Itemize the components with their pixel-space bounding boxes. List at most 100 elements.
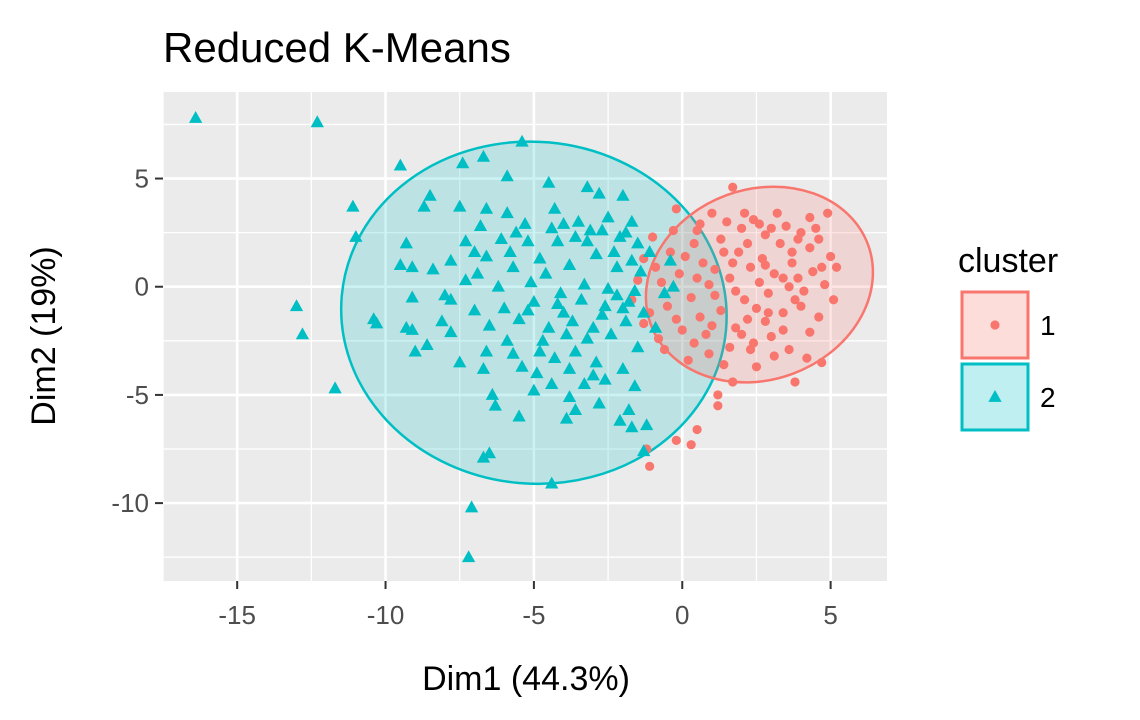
cluster-1-point	[710, 264, 720, 275]
cluster-1-point	[707, 321, 717, 331]
cluster-2-point	[405, 260, 419, 273]
cluster-2-point	[393, 258, 408, 270]
cluster-1-point	[831, 262, 842, 272]
legend-label-2: 2	[1040, 382, 1056, 413]
cluster-2-point	[467, 245, 482, 258]
cluster-2-point	[559, 327, 574, 340]
cluster-1-point	[817, 357, 827, 368]
cluster-1-point	[745, 344, 756, 355]
cluster-2-point	[595, 223, 609, 236]
cluster-2-point	[616, 361, 630, 374]
cluster-2-point	[648, 320, 663, 333]
cluster-2-point	[479, 201, 494, 214]
cluster-2-point	[310, 115, 324, 128]
legend-symbol-2	[988, 390, 1002, 402]
cluster-1-point	[719, 247, 729, 257]
cluster-2-point	[545, 377, 559, 390]
cluster-1-point	[772, 208, 782, 218]
cluster-2-ellipse	[339, 140, 728, 486]
cluster-1-point	[737, 223, 747, 233]
cluster-2-point	[589, 247, 603, 260]
cluster-1-point	[814, 234, 824, 244]
cluster-1-point	[689, 238, 699, 249]
cluster-2-point	[494, 232, 508, 245]
cluster-2-point	[500, 169, 514, 182]
cluster-1-point	[692, 225, 702, 236]
cluster-2-point	[423, 188, 437, 201]
cluster-2-point	[349, 229, 363, 242]
cluster-2-point	[601, 210, 615, 223]
cluster-1-point	[639, 318, 649, 329]
cluster-2-point	[405, 290, 419, 303]
y-tick-label: 5	[135, 164, 149, 194]
cluster-2-point	[657, 286, 672, 299]
cluster-1-point	[766, 223, 776, 233]
x-axis-title: Dim1 (44.3%)	[422, 660, 630, 698]
cluster-1-point	[754, 219, 765, 229]
cluster-2-point	[637, 444, 651, 457]
cluster-2-point	[631, 340, 645, 353]
cluster-1-point	[725, 273, 735, 283]
cluster-1-point	[784, 282, 794, 292]
y-axis-title: Dim2 (19%)	[25, 246, 63, 425]
cluster-2-point	[459, 273, 473, 286]
cluster-1-point	[793, 234, 803, 244]
cluster-1-point	[754, 277, 765, 288]
cluster-2-point	[491, 279, 505, 292]
cluster-2-point	[565, 314, 580, 327]
data-points	[188, 110, 842, 563]
cluster-2-point	[592, 396, 606, 409]
cluster-2-point	[530, 366, 544, 379]
cluster-1-point	[763, 288, 773, 298]
cluster-2-point	[399, 236, 413, 249]
cluster-2-point	[622, 294, 636, 307]
cluster-2-point	[512, 312, 526, 325]
cluster-2-point	[476, 149, 491, 162]
legend-items: 12	[960, 290, 1056, 432]
cluster-2-point	[577, 377, 591, 390]
cluster-1-point	[817, 262, 827, 272]
x-tick-label: -15	[218, 600, 256, 630]
cluster-1-point	[778, 325, 788, 335]
cluster-1-point	[811, 223, 821, 233]
cluster-2-point	[571, 214, 586, 227]
cluster-2-point	[426, 262, 440, 275]
legend-key-1	[960, 290, 1030, 360]
cluster-2-point	[438, 288, 452, 301]
chart-title: Reduced K-Means	[163, 24, 511, 71]
cluster-1-point	[745, 262, 756, 272]
cluster-2-point	[369, 316, 384, 329]
cluster-2-point	[459, 234, 473, 247]
cluster-2-point	[642, 245, 657, 258]
cluster-1-point	[662, 301, 673, 311]
cluster-1-point	[778, 308, 788, 318]
cluster-1-point	[739, 208, 750, 218]
cluster-1-point	[645, 461, 655, 471]
cluster-2-point	[556, 305, 571, 318]
cluster-2-point	[542, 320, 556, 333]
cluster-1-point	[763, 308, 773, 318]
cluster-1-point	[656, 277, 667, 288]
cluster-1-point	[731, 286, 741, 296]
cluster-1-point	[716, 234, 726, 244]
cluster-1-point	[784, 344, 794, 355]
cluster-1-point	[668, 225, 678, 236]
cluster-2-point	[601, 281, 615, 294]
x-tick-label: -10	[367, 600, 405, 630]
cluster-1-point	[787, 258, 797, 268]
cluster-2-point	[568, 403, 583, 415]
cluster-1-point	[713, 390, 723, 400]
cluster-1-point	[728, 377, 738, 387]
cluster-2-point	[625, 214, 639, 227]
cluster-2-point	[586, 320, 600, 333]
cluster-2-point	[595, 307, 609, 320]
cluster-1-point	[793, 273, 803, 283]
cluster-2-point	[568, 229, 583, 242]
cluster-1-point	[704, 349, 714, 359]
cluster-1-point	[680, 251, 690, 262]
cluster-2-point	[548, 201, 562, 214]
cluster-1-point	[737, 329, 747, 339]
x-tick-label: 5	[823, 600, 837, 630]
cluster-2-point	[550, 297, 565, 309]
